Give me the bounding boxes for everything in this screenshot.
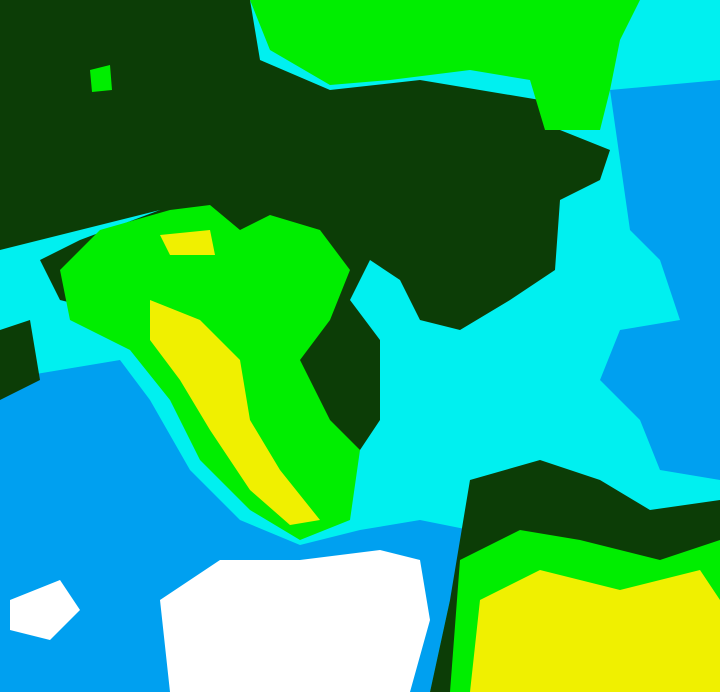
bright-green-patch <box>90 65 112 92</box>
bright-green-north-band <box>250 0 640 130</box>
dark-green-left-edge <box>0 320 40 400</box>
white-swirl <box>10 580 80 640</box>
blue-region-right <box>600 80 720 480</box>
white-region-southwest <box>160 550 430 692</box>
yellow-southeast <box>470 570 720 692</box>
yellow-patch-north <box>160 230 215 255</box>
yellow-plume <box>150 300 320 525</box>
